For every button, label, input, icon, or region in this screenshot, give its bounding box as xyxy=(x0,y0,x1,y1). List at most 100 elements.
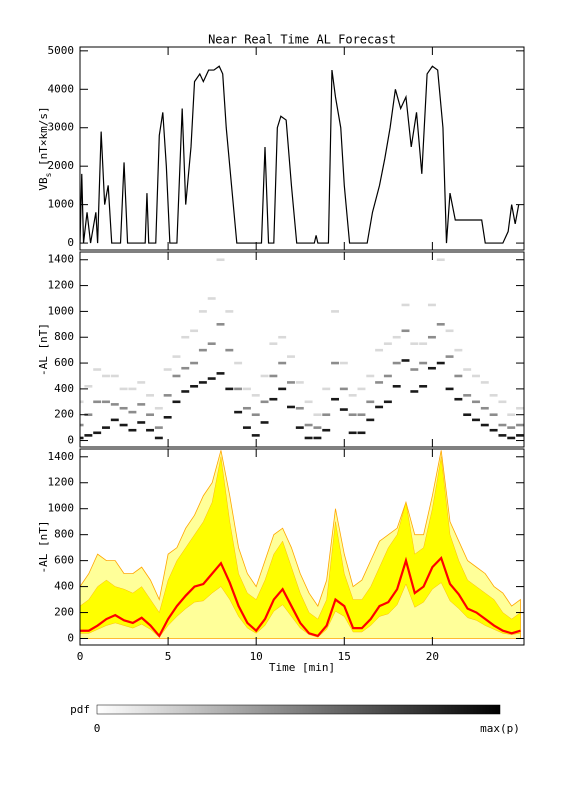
pdf-cell xyxy=(463,394,472,397)
y-tick-label: 2000 xyxy=(48,159,75,172)
pdf-cell xyxy=(93,431,102,435)
pdf-cell xyxy=(110,403,119,406)
pdf-cell xyxy=(216,258,225,262)
pdf-cell xyxy=(454,397,463,401)
pdf-cell xyxy=(392,335,401,339)
pdf-cell xyxy=(251,394,260,397)
pdf-cell xyxy=(401,303,410,307)
pdf-cell xyxy=(225,348,234,352)
pdf-cell xyxy=(348,413,357,417)
pdf-cell xyxy=(102,426,110,429)
pdf-cell xyxy=(339,361,348,365)
pdf-cell xyxy=(242,387,251,391)
pdf-cell xyxy=(84,413,93,417)
pdf-cell xyxy=(463,413,472,417)
colorbar-label: pdf xyxy=(70,703,90,716)
pdf-cell xyxy=(172,355,181,358)
x-tick-label: 5 xyxy=(165,650,172,663)
plot-area xyxy=(80,258,524,440)
pdf-cell xyxy=(269,342,278,345)
pdf-cell xyxy=(181,335,190,339)
pdf-cell xyxy=(80,436,84,440)
pdf-cell xyxy=(181,390,190,393)
pdf-cell xyxy=(401,329,410,333)
pdf-cell xyxy=(498,434,507,437)
chart-title: Near Real Time AL Forecast xyxy=(208,33,396,47)
median-line xyxy=(80,555,521,638)
pdf-cell xyxy=(260,421,269,424)
y-axis-label: VBs [nT×km/s] xyxy=(37,106,53,190)
panel-frame xyxy=(79,448,525,646)
pdf-cell xyxy=(410,368,419,371)
pdf-cell xyxy=(357,431,366,435)
pdf-cell xyxy=(419,342,428,345)
pdf-cell xyxy=(313,413,322,417)
pdf-cell xyxy=(146,428,154,432)
pdf-cell xyxy=(436,361,445,365)
pdf-cell xyxy=(313,426,322,429)
y-axis-label-part: [nT×km/s] xyxy=(37,106,50,172)
pdf-cell xyxy=(516,423,524,427)
pdf-cell xyxy=(287,355,295,358)
pdf-cell xyxy=(84,434,93,437)
pdf-cell xyxy=(225,310,234,313)
pdf-cell xyxy=(331,397,339,401)
pdf-cell xyxy=(84,385,93,388)
pdf-cell xyxy=(322,428,331,432)
pdf-cell xyxy=(410,342,419,345)
pdf-cell xyxy=(137,381,146,384)
pdf-cell xyxy=(436,323,445,326)
y-tick-label: 1000 xyxy=(48,502,75,515)
y-axis-label: -AL [nT] xyxy=(37,323,50,376)
pdf-cell xyxy=(489,394,498,397)
pdf-cell xyxy=(375,381,384,384)
pdf-cell xyxy=(119,387,128,391)
pdf-cell xyxy=(436,258,445,262)
y-tick-label: 0 xyxy=(67,434,74,447)
pdf-cell xyxy=(454,374,463,378)
pdf-cell xyxy=(137,403,146,406)
pdf-cell xyxy=(366,400,375,404)
pdf-cell xyxy=(489,428,498,432)
pdf-cell xyxy=(190,385,199,388)
pdf-cell xyxy=(119,406,128,410)
pdf-cell xyxy=(287,381,295,384)
pdf-cell xyxy=(304,423,313,427)
pdf-cell xyxy=(427,303,436,307)
pdf-cell xyxy=(80,423,84,427)
colorbar-max: max(p) xyxy=(480,722,520,735)
y-tick-label: 400 xyxy=(54,382,74,395)
pdf-cell xyxy=(472,374,480,378)
pdf-cell xyxy=(348,431,357,435)
pdf-cell xyxy=(260,374,269,378)
pdf-cell xyxy=(225,387,234,391)
pdf-cell xyxy=(163,416,172,419)
pdf-cell xyxy=(410,390,419,393)
pdf-cell xyxy=(445,387,454,391)
pdf-cell xyxy=(207,377,216,380)
pdf-cell xyxy=(366,418,375,422)
pdf-cell xyxy=(313,436,322,440)
y-tick-label: 1000 xyxy=(48,198,75,211)
pdf-cell xyxy=(375,348,384,352)
pdf-cell xyxy=(172,400,181,404)
pdf-cell xyxy=(80,400,84,404)
pdf-cell xyxy=(198,310,207,313)
pdf-cell xyxy=(234,387,243,391)
y-tick-label: 1400 xyxy=(48,253,75,266)
vbs-line xyxy=(80,65,520,244)
x-tick-label: 10 xyxy=(250,650,263,663)
pdf-cell xyxy=(198,348,207,352)
pdf-cell xyxy=(383,400,392,404)
pdf-cell xyxy=(93,400,102,404)
pdf-cell xyxy=(154,406,163,410)
pdf-cell xyxy=(383,342,392,345)
pdf-cell xyxy=(366,374,375,378)
pdf-cell xyxy=(278,335,287,339)
pdf-cell xyxy=(454,348,463,352)
pdf-cell xyxy=(480,423,489,427)
pdf-cell xyxy=(507,426,516,429)
pdf-cell xyxy=(110,418,119,422)
pdf-cell xyxy=(472,400,480,404)
y-tick-label: 200 xyxy=(54,606,74,619)
